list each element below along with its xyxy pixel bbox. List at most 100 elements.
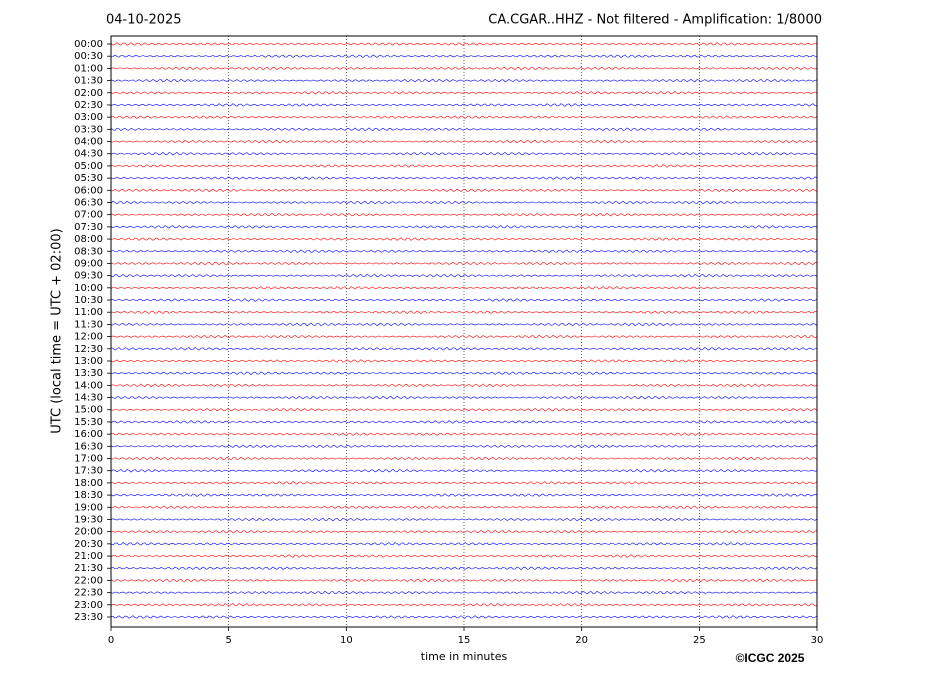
y-tick-label: 03:30 xyxy=(74,124,103,135)
trace xyxy=(110,91,818,95)
x-tick-label: 20 xyxy=(575,635,588,646)
trace xyxy=(110,261,818,266)
y-tick-label: 09:00 xyxy=(74,258,103,269)
y-tick-label: 18:00 xyxy=(74,478,103,489)
y-tick-label: 21:30 xyxy=(74,563,103,574)
y-tick-label: 00:00 xyxy=(74,39,103,50)
x-axis-label: time in minutes xyxy=(421,650,508,663)
trace xyxy=(110,493,818,497)
y-tick-label: 02:00 xyxy=(74,88,103,99)
trace xyxy=(110,42,818,46)
y-tick-label: 19:30 xyxy=(74,514,103,525)
y-tick-label: 08:00 xyxy=(74,234,103,245)
trace xyxy=(110,273,818,278)
trace xyxy=(110,456,818,461)
plot-frame xyxy=(110,35,818,628)
x-tick-label: 30 xyxy=(811,635,824,646)
trace xyxy=(110,139,818,144)
y-tick-label: 10:30 xyxy=(74,295,103,306)
trace xyxy=(110,395,818,400)
trace xyxy=(110,590,818,595)
trace xyxy=(110,66,818,71)
trace xyxy=(110,542,818,546)
trace xyxy=(110,103,818,107)
y-tick-label: 10:00 xyxy=(74,283,103,294)
trace xyxy=(110,444,818,449)
trace xyxy=(110,151,818,156)
x-tick-label: 25 xyxy=(693,635,706,646)
y-tick-label: 12:30 xyxy=(74,344,103,355)
y-tick-label: 21:00 xyxy=(74,551,103,562)
y-tick-label: 08:30 xyxy=(74,246,103,257)
trace xyxy=(110,517,818,522)
trace xyxy=(110,371,818,375)
y-tick-label: 13:00 xyxy=(74,356,103,367)
y-tick-label: 20:30 xyxy=(74,539,103,550)
trace xyxy=(110,407,818,412)
y-tick-label: 05:00 xyxy=(74,161,103,172)
y-tick-label: 01:30 xyxy=(74,76,103,87)
chart-date: 04-10-2025 xyxy=(106,13,182,28)
trace xyxy=(110,188,818,193)
trace xyxy=(110,127,818,132)
trace xyxy=(110,481,818,485)
trace xyxy=(110,347,818,351)
trace xyxy=(110,78,818,83)
trace xyxy=(110,225,818,229)
y-tick-label: 16:30 xyxy=(74,441,103,452)
y-tick-label: 09:30 xyxy=(74,271,103,282)
y-tick-label: 06:00 xyxy=(74,185,103,196)
trace xyxy=(110,176,818,180)
y-tick-label: 12:00 xyxy=(74,332,103,343)
trace xyxy=(110,383,818,388)
y-tick-label: 14:30 xyxy=(74,393,103,404)
y-tick-label: 18:30 xyxy=(74,490,103,501)
y-tick-label: 11:30 xyxy=(74,319,103,330)
trace xyxy=(110,505,818,510)
x-tick-label: 10 xyxy=(340,635,353,646)
y-tick-label: 07:00 xyxy=(74,210,103,221)
y-tick-label: 20:00 xyxy=(74,527,103,538)
y-tick-label: 02:30 xyxy=(74,100,103,111)
y-tick-label: 04:00 xyxy=(74,137,103,148)
trace xyxy=(110,359,818,363)
trace xyxy=(110,334,818,339)
y-tick-label: 23:30 xyxy=(74,612,103,623)
y-tick-label: 00:30 xyxy=(74,51,103,62)
x-tick-label: 5 xyxy=(225,635,231,646)
trace xyxy=(110,603,818,607)
y-tick-label: 15:30 xyxy=(74,417,103,428)
trace xyxy=(110,432,818,436)
y-tick-label: 23:00 xyxy=(74,600,103,611)
trace xyxy=(110,164,818,168)
trace xyxy=(110,529,818,534)
y-tick-label: 14:00 xyxy=(74,380,103,391)
x-tick-label: 0 xyxy=(108,635,114,646)
trace xyxy=(110,286,818,290)
credit: ©ICGC 2025 xyxy=(736,651,805,665)
trace xyxy=(110,554,818,558)
trace xyxy=(110,249,818,253)
y-tick-label: 17:30 xyxy=(74,466,103,477)
y-tick-label: 11:00 xyxy=(74,307,103,318)
y-tick-label: 22:00 xyxy=(74,575,103,586)
trace xyxy=(110,615,818,619)
trace xyxy=(110,420,818,424)
trace xyxy=(110,54,818,58)
y-tick-label: 01:00 xyxy=(74,63,103,74)
y-tick-label: 16:00 xyxy=(74,429,103,440)
y-tick-label: 15:00 xyxy=(74,405,103,416)
trace xyxy=(110,310,818,314)
y-tick-label: 19:00 xyxy=(74,502,103,513)
y-tick-label: 03:00 xyxy=(74,112,103,123)
chart-title: CA.CGAR..HHZ - Not filtered - Amplificat… xyxy=(488,13,822,28)
x-tick-label: 15 xyxy=(458,635,471,646)
y-tick-label: 06:30 xyxy=(74,197,103,208)
trace xyxy=(110,212,818,217)
y-tick-label: 07:30 xyxy=(74,222,103,233)
y-tick-label: 17:00 xyxy=(74,454,103,465)
y-axis-label: UTC (local time = UTC + 02:00) xyxy=(50,228,65,433)
trace xyxy=(110,566,818,570)
y-tick-label: 05:30 xyxy=(74,173,103,184)
